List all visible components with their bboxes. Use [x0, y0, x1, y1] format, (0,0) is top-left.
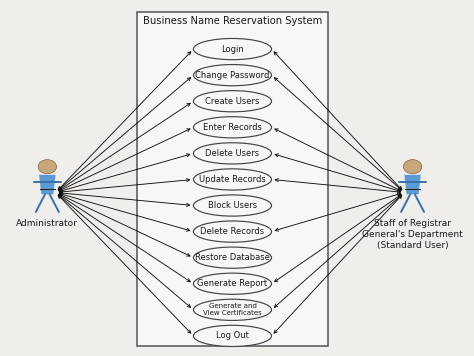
Text: Login: Login	[221, 44, 244, 53]
Text: Delete Records: Delete Records	[201, 227, 264, 236]
Text: Administrator: Administrator	[17, 219, 78, 228]
Text: Block Users: Block Users	[208, 201, 257, 210]
Ellipse shape	[193, 169, 272, 190]
Text: Log Out: Log Out	[216, 331, 249, 340]
Ellipse shape	[193, 221, 272, 242]
Ellipse shape	[193, 247, 272, 268]
Text: Change Password: Change Password	[195, 70, 270, 80]
Ellipse shape	[193, 64, 272, 86]
Text: Restore Database: Restore Database	[195, 253, 270, 262]
Ellipse shape	[193, 195, 272, 216]
Text: Enter Records: Enter Records	[203, 123, 262, 132]
Text: Staff of Registrar
General's Department
(Standard User): Staff of Registrar General's Department …	[362, 219, 463, 250]
Ellipse shape	[193, 325, 272, 346]
Text: Update Records: Update Records	[199, 175, 266, 184]
Text: Generate Report: Generate Report	[197, 279, 267, 288]
Ellipse shape	[193, 91, 272, 112]
Text: Create Users: Create Users	[205, 97, 260, 106]
Ellipse shape	[193, 273, 272, 294]
Text: Generate and
View Certificates: Generate and View Certificates	[203, 303, 262, 316]
Polygon shape	[404, 175, 421, 194]
Polygon shape	[39, 175, 55, 194]
FancyBboxPatch shape	[137, 12, 328, 346]
Circle shape	[38, 159, 56, 174]
Text: Business Name Reservation System: Business Name Reservation System	[143, 16, 322, 26]
Ellipse shape	[193, 38, 272, 60]
Ellipse shape	[193, 143, 272, 164]
Ellipse shape	[193, 117, 272, 138]
Text: Delete Users: Delete Users	[205, 149, 260, 158]
Ellipse shape	[193, 299, 272, 320]
Circle shape	[403, 159, 422, 174]
